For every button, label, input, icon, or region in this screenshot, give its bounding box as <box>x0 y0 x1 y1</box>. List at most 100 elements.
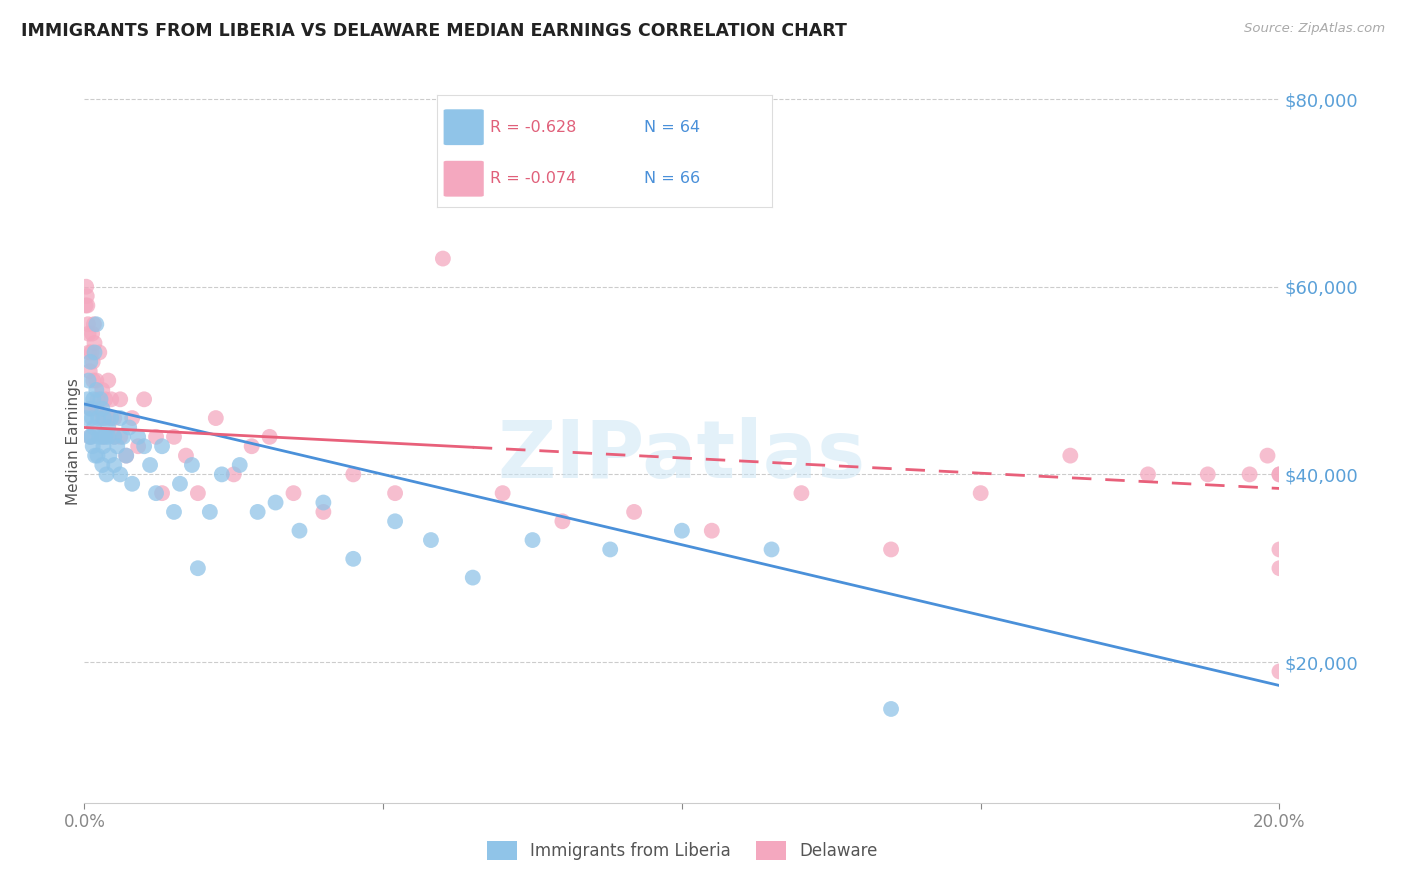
Point <box>82 326 104 341</box>
Point <box>79 401 101 416</box>
Point <box>169 476 191 491</box>
Point <box>86 383 108 397</box>
Point <box>246 505 269 519</box>
Point <box>1268 467 1291 482</box>
Point <box>105 439 128 453</box>
Point <box>75 279 97 293</box>
Point <box>1268 542 1291 557</box>
Point <box>1268 665 1291 679</box>
Point <box>82 392 104 407</box>
Point <box>127 439 149 453</box>
Point <box>187 486 209 500</box>
Point <box>91 458 114 472</box>
Point <box>86 401 108 416</box>
Point <box>461 571 484 585</box>
Point <box>94 392 117 407</box>
Point <box>86 449 108 463</box>
Point <box>127 430 149 444</box>
Point <box>103 430 125 444</box>
Point <box>259 430 281 444</box>
Legend: Immigrants from Liberia, Delaware: Immigrants from Liberia, Delaware <box>479 835 884 867</box>
Point <box>1257 449 1279 463</box>
Point <box>1239 467 1261 482</box>
Point <box>103 430 125 444</box>
Point <box>110 411 132 425</box>
Point <box>82 355 104 369</box>
Point <box>115 449 138 463</box>
Point <box>228 458 252 472</box>
Point <box>790 486 813 500</box>
Point <box>76 298 98 312</box>
Point <box>79 364 101 378</box>
Point <box>205 411 228 425</box>
Point <box>91 411 114 425</box>
Point <box>86 392 108 407</box>
Point <box>100 392 122 407</box>
Point <box>492 486 515 500</box>
Point <box>89 392 111 407</box>
Y-axis label: Median Earnings: Median Earnings <box>66 378 80 505</box>
Point <box>1137 467 1160 482</box>
Point <box>89 430 111 444</box>
Point <box>222 467 245 482</box>
Text: ZIPatlas: ZIPatlas <box>498 417 866 495</box>
Point <box>551 514 574 528</box>
Point <box>163 430 186 444</box>
Point <box>112 430 135 444</box>
Point <box>312 505 335 519</box>
Point <box>240 439 263 453</box>
Point <box>100 411 122 425</box>
Point <box>91 383 114 397</box>
Point <box>83 336 105 351</box>
Point <box>84 449 107 463</box>
Point <box>97 420 120 434</box>
Point <box>623 505 645 519</box>
Point <box>342 551 364 566</box>
Point <box>82 439 104 453</box>
Point <box>83 318 105 332</box>
Point <box>384 486 406 500</box>
Point <box>132 392 156 407</box>
Point <box>880 702 903 716</box>
Point <box>97 411 120 425</box>
Point <box>187 561 209 575</box>
Point <box>1268 467 1291 482</box>
Point <box>671 524 693 538</box>
Point <box>93 430 115 444</box>
Point <box>86 374 108 388</box>
Point <box>880 542 903 557</box>
Point <box>77 345 100 359</box>
Point <box>970 486 993 500</box>
Point <box>121 476 143 491</box>
Point <box>75 411 97 425</box>
Point <box>76 392 98 407</box>
Point <box>77 326 100 341</box>
Point <box>139 458 162 472</box>
Point <box>342 467 364 482</box>
Point <box>80 401 103 416</box>
Point <box>174 449 197 463</box>
Point <box>89 345 111 359</box>
Text: IMMIGRANTS FROM LIBERIA VS DELAWARE MEDIAN EARNINGS CORRELATION CHART: IMMIGRANTS FROM LIBERIA VS DELAWARE MEDI… <box>21 22 846 40</box>
Point <box>145 486 167 500</box>
Point <box>150 486 173 500</box>
Point <box>599 542 621 557</box>
Point <box>1268 561 1291 575</box>
Point <box>1197 467 1219 482</box>
Point <box>79 355 101 369</box>
Point <box>93 411 115 425</box>
Point <box>420 533 443 547</box>
Point <box>75 298 97 312</box>
Point <box>163 505 186 519</box>
Point <box>384 514 406 528</box>
Point <box>522 533 544 547</box>
Point <box>761 542 783 557</box>
Point <box>145 430 167 444</box>
Point <box>132 439 156 453</box>
Point <box>181 458 204 472</box>
Point <box>288 524 311 538</box>
Point <box>283 486 305 500</box>
Point <box>91 430 114 444</box>
Point <box>93 439 115 453</box>
Point <box>83 420 105 434</box>
